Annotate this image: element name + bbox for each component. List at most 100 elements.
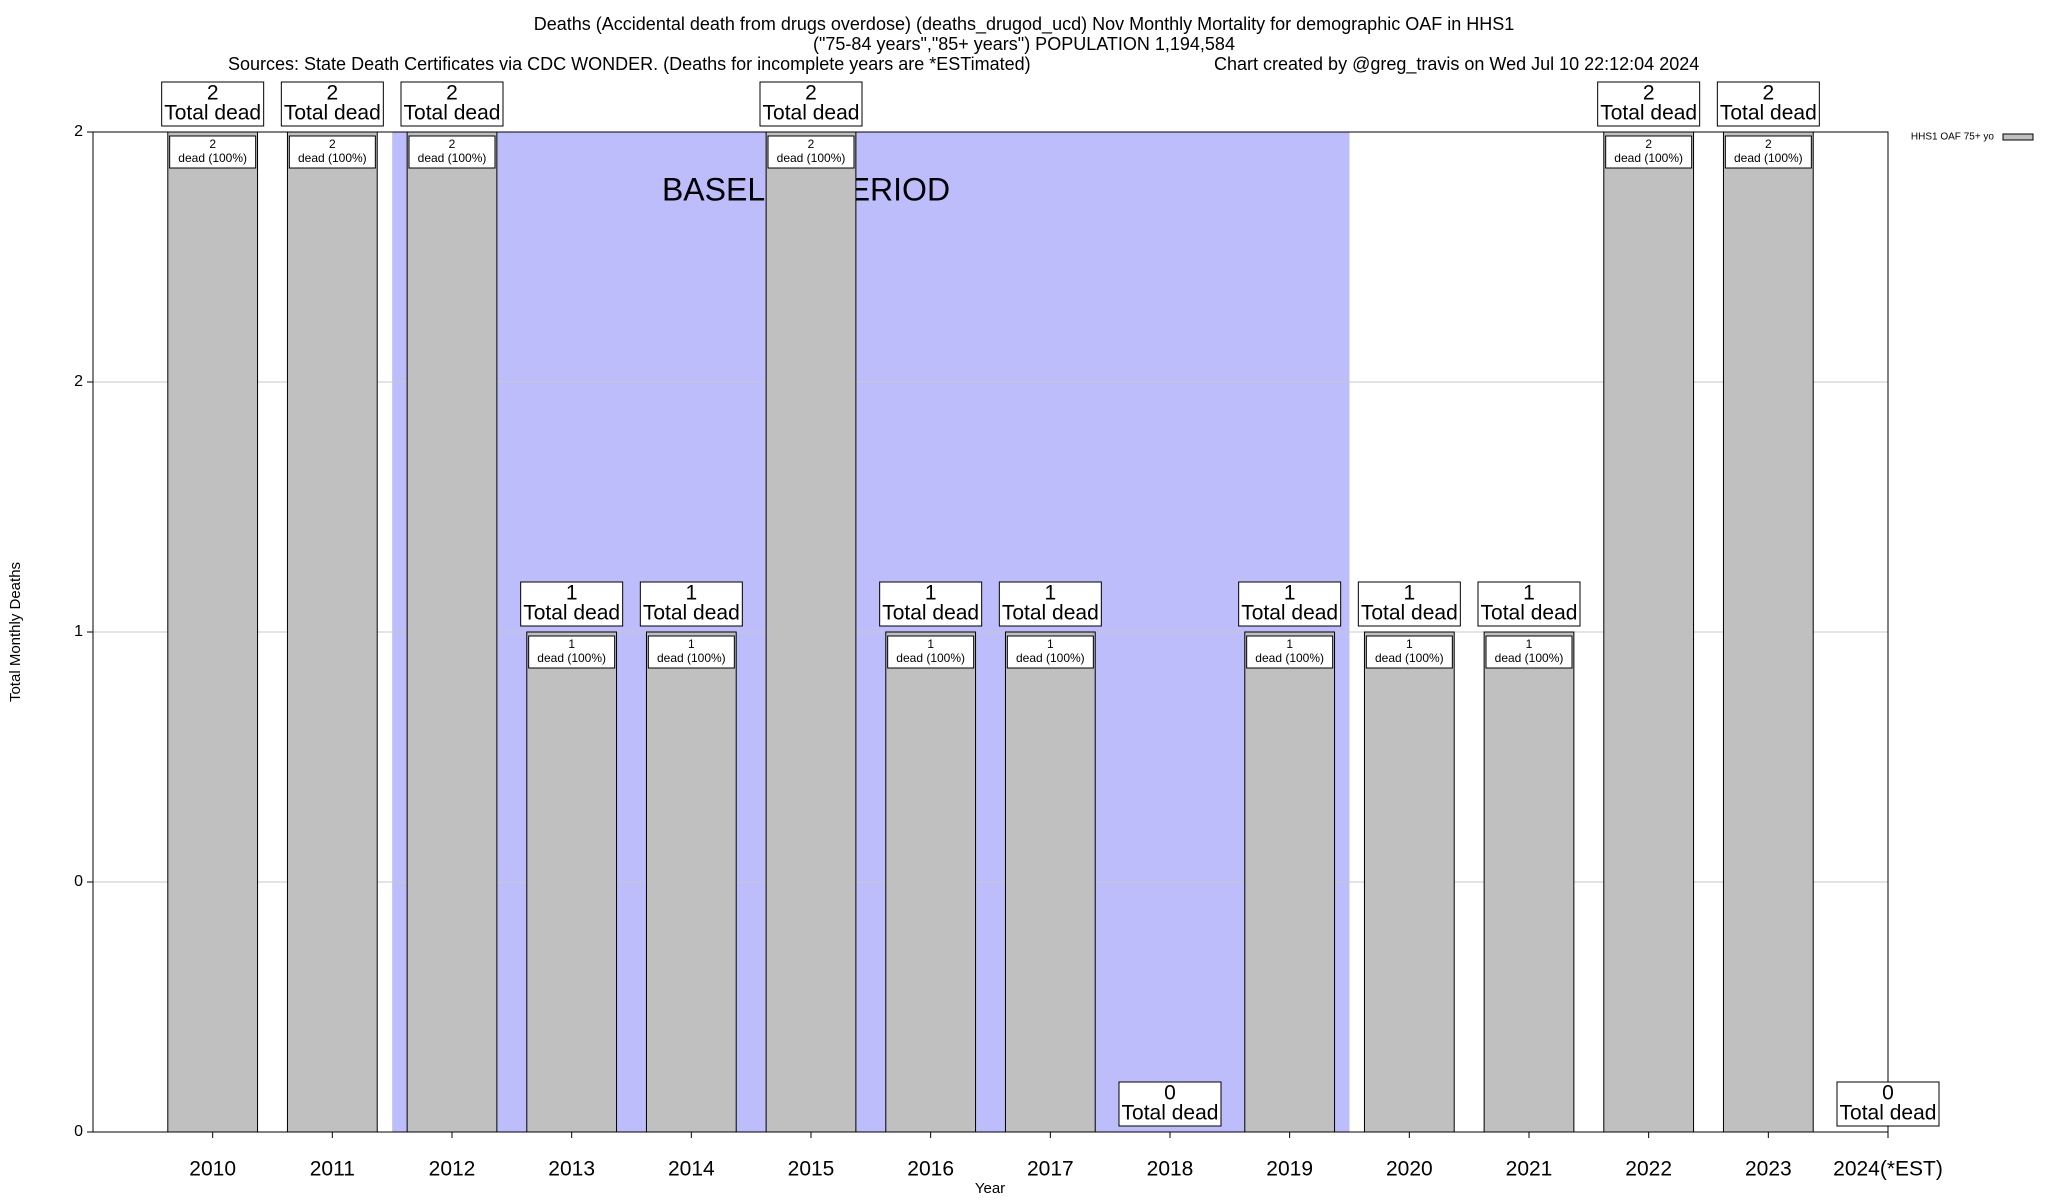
bar (765, 131, 857, 1133)
total-label-box (1597, 81, 1701, 127)
x-tick-label: 2018 (1147, 1158, 1194, 1181)
inner-label-text: dead (100%) (178, 151, 247, 165)
inner-label-value: 1 (568, 637, 575, 651)
inner-label-value: 1 (927, 637, 934, 651)
total-label-text: Total dead (164, 102, 261, 125)
inner-label-text: dead (100%) (777, 151, 846, 165)
total-label-text: Total dead (1600, 102, 1697, 125)
bar (645, 631, 737, 1133)
y-tick-label: 0 (74, 1123, 83, 1140)
total-label-value: 1 (1284, 582, 1296, 605)
inner-label-value: 1 (688, 637, 695, 651)
y-tick-label: 2 (74, 373, 83, 390)
total-label-value: 2 (1643, 82, 1655, 105)
total-label-box (161, 81, 265, 127)
inner-label-box (408, 135, 496, 169)
x-tick-label: 2019 (1266, 1158, 1313, 1181)
total-label-box (1118, 1081, 1222, 1127)
inner-label-value: 1 (1406, 637, 1413, 651)
chart-title: Deaths (Accidental death from drugs over… (534, 14, 1514, 35)
inner-label-box (1006, 635, 1094, 669)
total-label-text: Total dead (1361, 602, 1458, 625)
total-label-value: 1 (925, 582, 937, 605)
inner-label-text: dead (100%) (1016, 651, 1085, 665)
y-tick-label: 1 (74, 623, 83, 640)
inner-label-text: dead (100%) (537, 651, 606, 665)
total-label-value: 2 (207, 82, 219, 105)
total-label-box (879, 581, 983, 627)
total-label-text: Total dead (1122, 1102, 1219, 1125)
total-label-value: 1 (1044, 582, 1056, 605)
total-label-box (1477, 581, 1581, 627)
total-label-value: 2 (446, 82, 458, 105)
total-label-text: Total dead (1241, 602, 1338, 625)
inner-label-value: 1 (1526, 637, 1533, 651)
total-label-box (639, 581, 743, 627)
total-label-box (280, 81, 384, 127)
bar (286, 131, 378, 1133)
x-tick-label: 2024(*EST) (1833, 1158, 1943, 1181)
total-label-value: 2 (1762, 82, 1774, 105)
total-label-text: Total dead (1840, 1102, 1937, 1125)
bar (1004, 631, 1096, 1133)
inner-label-text: dead (100%) (1375, 651, 1444, 665)
inner-label-box (1365, 635, 1453, 669)
x-tick-label: 2017 (1027, 1158, 1074, 1181)
inner-label-text: dead (100%) (1614, 151, 1683, 165)
plot-frame (92, 131, 1889, 1133)
total-label-text: Total dead (1720, 102, 1817, 125)
total-label-box (998, 581, 1102, 627)
total-label-text: Total dead (643, 602, 740, 625)
inner-label-value: 2 (329, 137, 336, 151)
credit: Chart created by @greg_travis on Wed Jul… (1214, 54, 1699, 75)
total-label-box (520, 581, 624, 627)
x-tick-label: 2011 (310, 1158, 355, 1181)
inner-label-text: dead (100%) (1734, 151, 1803, 165)
x-tick-label: 2012 (429, 1158, 476, 1181)
y-tick-label: 0 (74, 873, 83, 890)
x-tick-label: 2014 (668, 1158, 715, 1181)
inner-label-text: dead (100%) (298, 151, 367, 165)
inner-label-value: 2 (808, 137, 815, 151)
inner-label-box (1246, 635, 1334, 669)
inner-label-box (169, 135, 257, 169)
sources: Sources: State Death Certificates via CD… (228, 54, 1031, 74)
bar (885, 631, 977, 1133)
inner-label-box (1485, 635, 1573, 669)
inner-label-value: 1 (1047, 637, 1054, 651)
inner-label-box (528, 635, 616, 669)
x-tick-label: 2023 (1745, 1158, 1792, 1181)
x-tick-label: 2021 (1506, 1158, 1553, 1181)
total-label-value: 0 (1882, 1082, 1894, 1105)
total-label-box (759, 81, 863, 127)
x-tick-label: 2010 (189, 1158, 236, 1181)
inner-label-text: dead (100%) (418, 151, 487, 165)
total-label-text: Total dead (523, 602, 620, 625)
inner-label-box (767, 135, 855, 169)
total-label-box (1836, 1081, 1940, 1127)
total-label-text: Total dead (1002, 602, 1099, 625)
bar (1244, 631, 1336, 1133)
total-label-value: 0 (1164, 1082, 1176, 1105)
inner-label-text: dead (100%) (1255, 651, 1324, 665)
x-tick-label: 2013 (548, 1158, 595, 1181)
total-label-value: 2 (326, 82, 338, 105)
inner-label-value: 2 (449, 137, 456, 151)
y-tick-label: 2 (74, 123, 83, 140)
inner-label-value: 2 (209, 137, 216, 151)
x-axis-label: Year (975, 1180, 1005, 1197)
total-label-value: 1 (685, 582, 697, 605)
legend-label: HHS1 OAF 75+ yo (1911, 132, 1995, 143)
inner-label-box (288, 135, 376, 169)
bar (1603, 131, 1695, 1133)
total-label-value: 1 (1403, 582, 1415, 605)
bar (526, 631, 618, 1133)
total-label-text: Total dead (1481, 602, 1578, 625)
bar (1363, 631, 1455, 1133)
y-axis-label: Total Monthly Deaths (7, 562, 24, 702)
bar (1483, 631, 1575, 1133)
inner-label-text: dead (100%) (1495, 651, 1564, 665)
inner-label-value: 2 (1645, 137, 1652, 151)
inner-label-value: 2 (1765, 137, 1772, 151)
